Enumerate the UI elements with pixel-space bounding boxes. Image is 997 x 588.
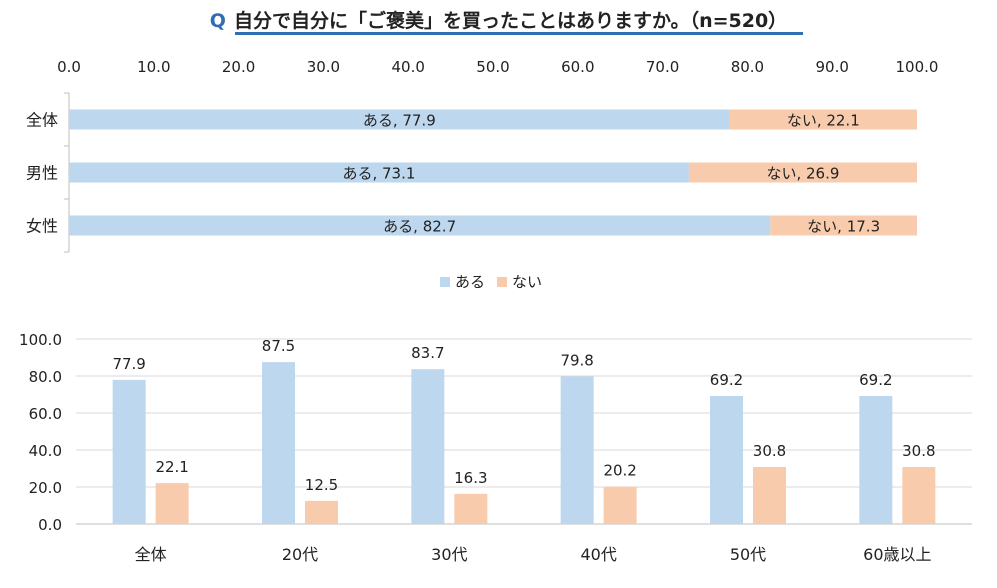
x-tick-label: 60.0 bbox=[561, 58, 594, 76]
x-category-label: 全体 bbox=[135, 545, 167, 564]
data-label-aru: ある, 73.1 bbox=[342, 165, 415, 183]
x-category-label: 30代 bbox=[431, 545, 467, 564]
bar-aru bbox=[411, 369, 445, 524]
x-category-label: 40代 bbox=[580, 545, 616, 564]
bar-nai bbox=[305, 500, 338, 524]
y-tick-label: 0.0 bbox=[38, 516, 62, 534]
data-label-nai: 16.3 bbox=[454, 469, 487, 487]
legend-swatch-aru bbox=[440, 277, 450, 287]
data-label-nai: ない, 26.9 bbox=[766, 165, 839, 183]
data-label-aru: 79.8 bbox=[560, 351, 593, 369]
bar-nai bbox=[688, 162, 917, 183]
question-mark: Q bbox=[209, 10, 226, 32]
bar-nai bbox=[729, 109, 917, 130]
legend-label-aru: ある bbox=[455, 273, 485, 291]
bar-aru bbox=[112, 379, 146, 524]
data-label-aru: 69.2 bbox=[859, 371, 892, 389]
bar-aru bbox=[69, 109, 730, 130]
data-label-nai: ない, 22.1 bbox=[787, 112, 860, 130]
bar-aru bbox=[859, 395, 893, 524]
bar-nai bbox=[770, 215, 917, 236]
x-tick-label: 40.0 bbox=[391, 58, 424, 76]
data-label-aru: 83.7 bbox=[411, 344, 444, 362]
x-tick-label: 50.0 bbox=[476, 58, 509, 76]
y-tick-label: 100.0 bbox=[19, 331, 62, 349]
data-label-aru: 69.2 bbox=[710, 371, 743, 389]
data-label-nai: 30.8 bbox=[753, 442, 786, 460]
y-tick-label: 80.0 bbox=[29, 368, 62, 386]
category-label: 女性 bbox=[26, 217, 58, 236]
x-tick-label: 30.0 bbox=[307, 58, 340, 76]
legend-label-nai: ない bbox=[512, 273, 542, 291]
data-label-nai: 12.5 bbox=[305, 476, 338, 494]
bar-aru bbox=[262, 362, 295, 524]
chart-title: Q 自分で自分に「ご褒美」を買ったことはありますか。（n=520） bbox=[0, 6, 997, 33]
bar-aru bbox=[69, 162, 689, 183]
bar-aru bbox=[69, 215, 771, 236]
bar-nai bbox=[753, 467, 786, 524]
category-label: 男性 bbox=[26, 164, 58, 183]
x-tick-label: 80.0 bbox=[731, 58, 764, 76]
legend-swatch-nai bbox=[497, 277, 507, 287]
category-label: 全体 bbox=[26, 111, 58, 130]
x-tick-label: 20.0 bbox=[222, 58, 255, 76]
y-tick-label: 40.0 bbox=[29, 442, 62, 460]
data-label-aru: ある, 77.9 bbox=[363, 112, 436, 130]
x-tick-label: 90.0 bbox=[815, 58, 848, 76]
y-tick-label: 20.0 bbox=[29, 479, 62, 497]
y-tick-label: 60.0 bbox=[29, 405, 62, 423]
title-underline bbox=[235, 32, 803, 35]
x-category-label: 20代 bbox=[282, 545, 318, 564]
data-label-nai: 30.8 bbox=[902, 442, 935, 460]
bar-nai bbox=[155, 483, 189, 524]
x-tick-label: 10.0 bbox=[137, 58, 170, 76]
bar-nai bbox=[454, 493, 488, 524]
bar-nai bbox=[902, 467, 936, 524]
x-category-label: 60歳以上 bbox=[863, 545, 931, 564]
bar-nai bbox=[603, 486, 637, 524]
x-category-label: 50代 bbox=[730, 545, 766, 564]
x-tick-label: 70.0 bbox=[646, 58, 679, 76]
data-label-nai: 22.1 bbox=[155, 458, 188, 476]
bar-aru bbox=[710, 395, 743, 524]
x-tick-label: 0.0 bbox=[57, 58, 81, 76]
bar-aru bbox=[560, 376, 594, 524]
data-label-nai: ない, 17.3 bbox=[807, 218, 880, 236]
data-label-aru: 87.5 bbox=[262, 337, 295, 355]
question-text: 自分で自分に「ご褒美」を買ったことはありますか。（n=520） bbox=[233, 10, 788, 32]
data-label-nai: 20.2 bbox=[603, 462, 636, 480]
data-label-aru: 77.9 bbox=[112, 355, 145, 373]
data-label-aru: ある, 82.7 bbox=[383, 218, 456, 236]
x-tick-label: 100.0 bbox=[896, 58, 939, 76]
